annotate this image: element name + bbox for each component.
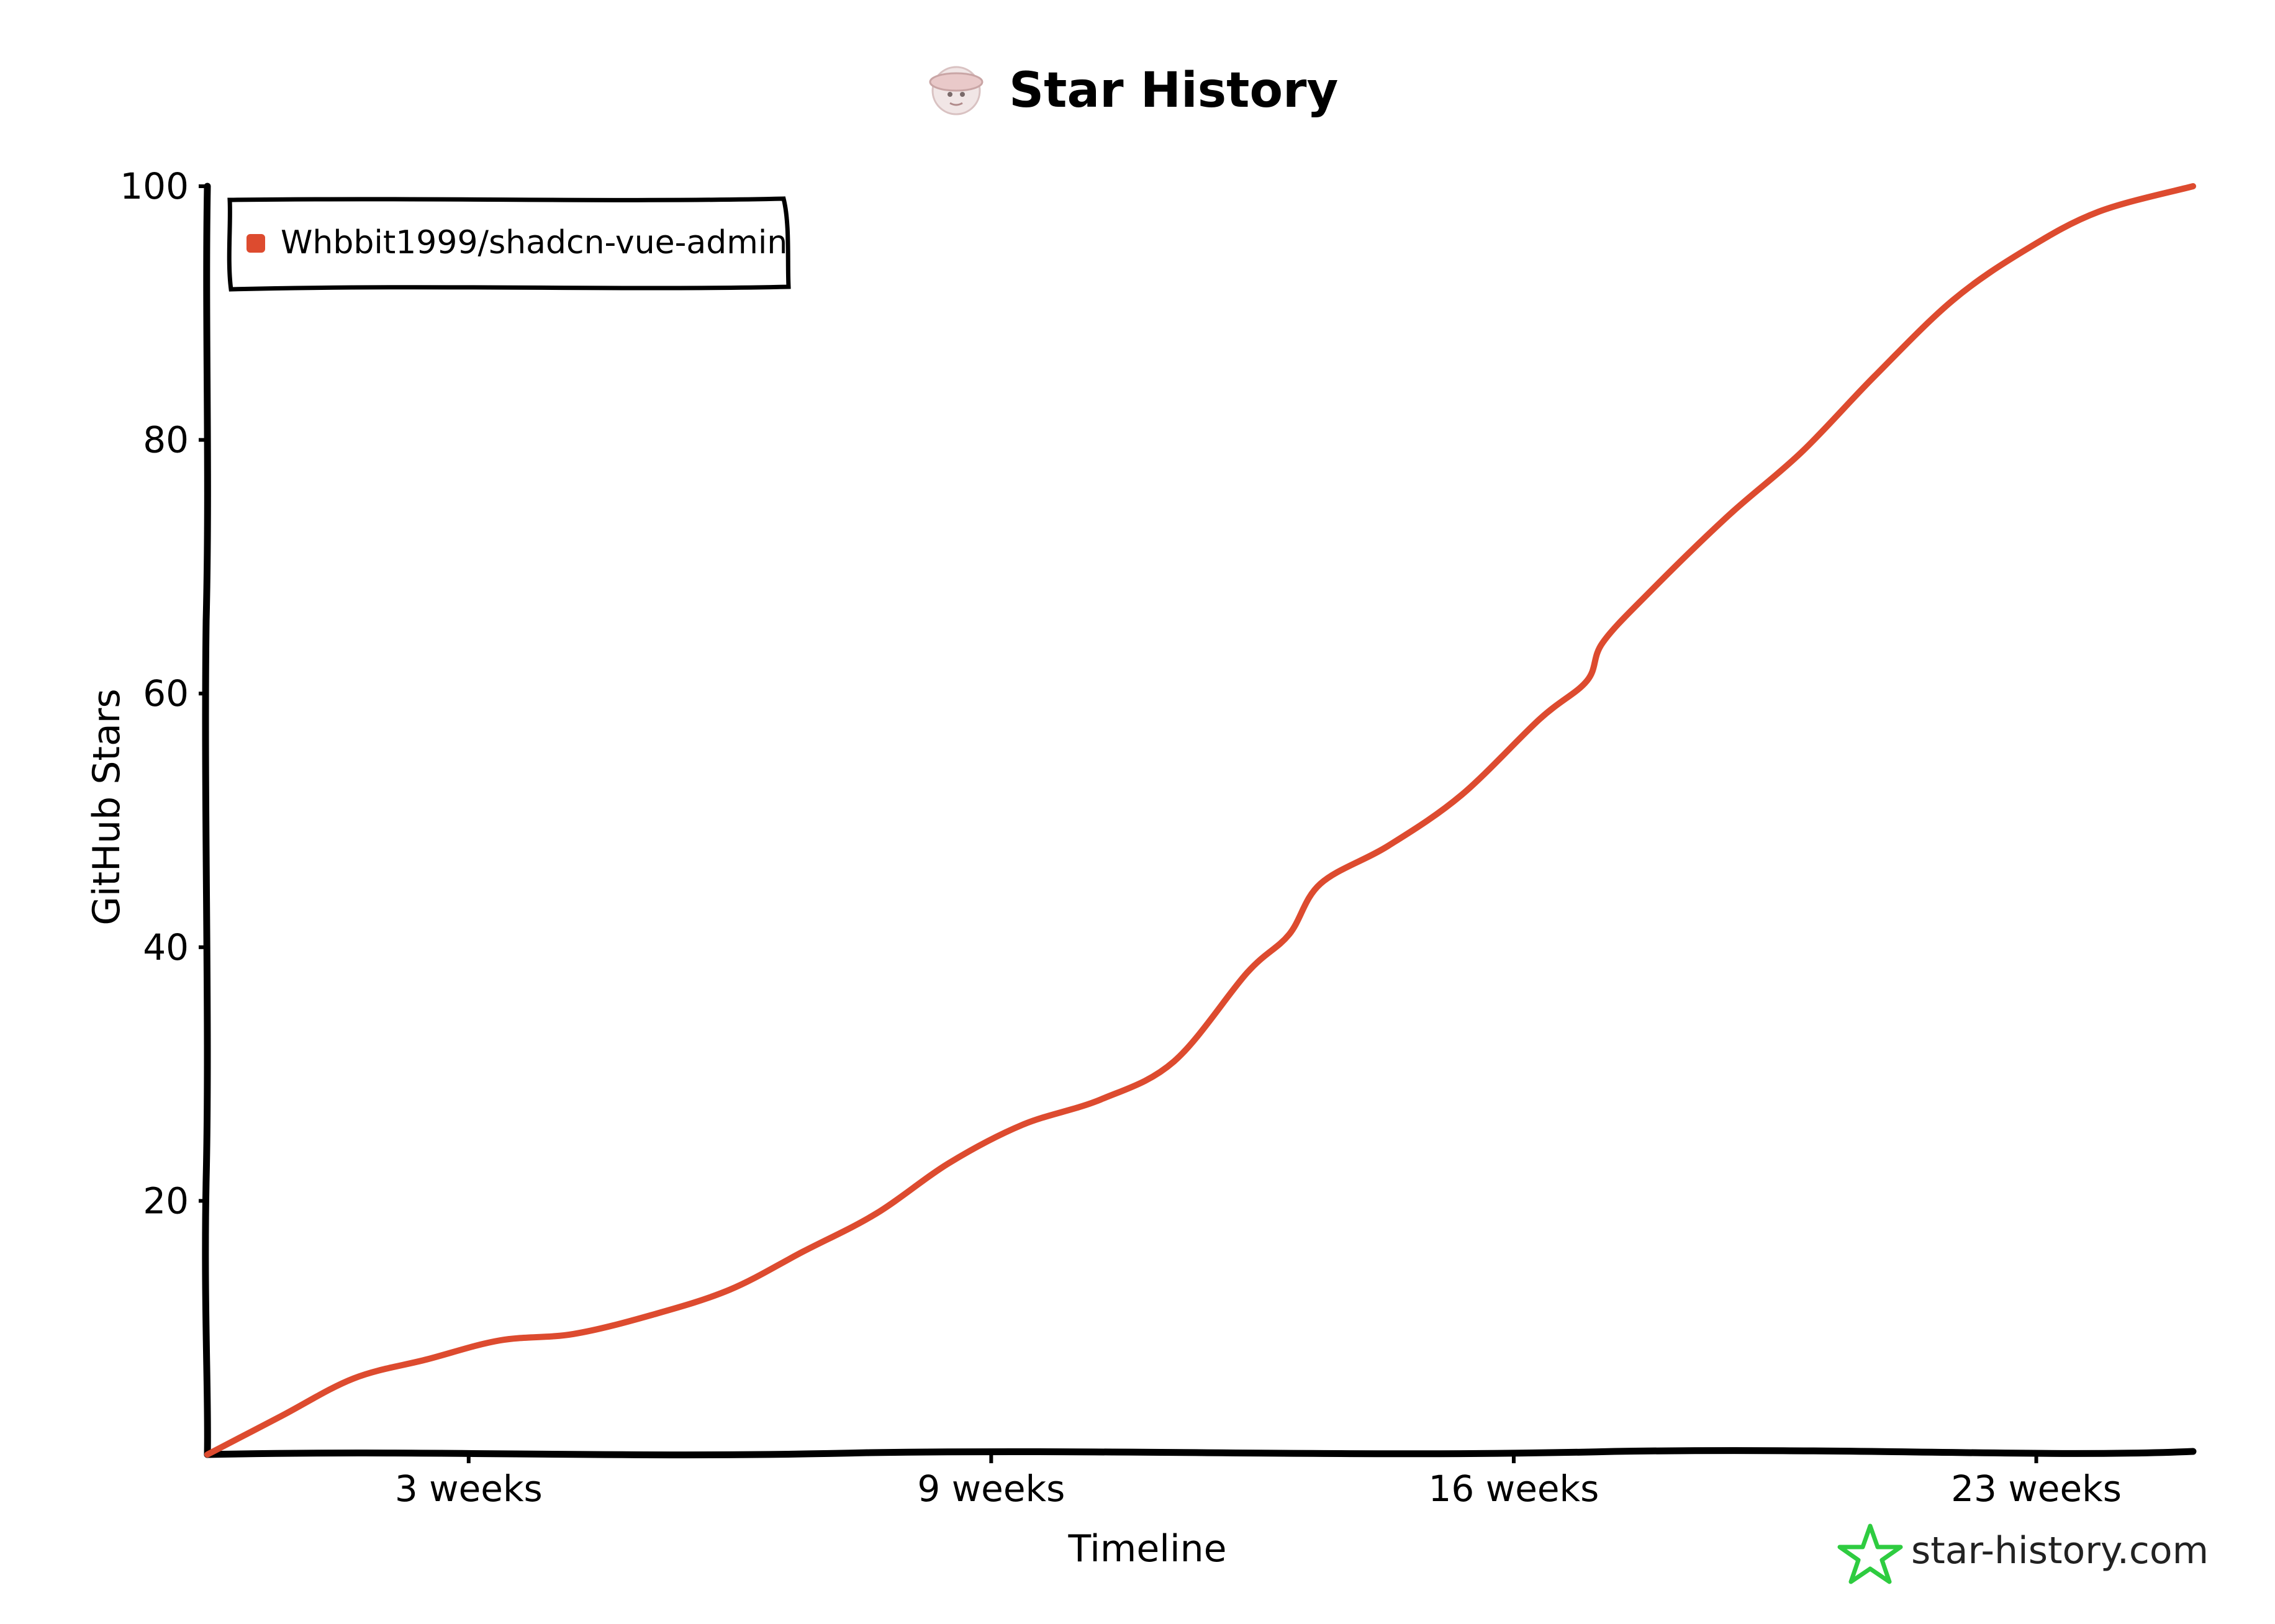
- branding: star-history.com: [1837, 1523, 2209, 1584]
- legend-entry-label: Whbbit1999/shadcn-vue-admin: [281, 224, 787, 261]
- series-point: [1385, 843, 1391, 849]
- series-point: [1287, 932, 1292, 937]
- series-point: [2096, 209, 2102, 214]
- series-line: [204, 183, 2196, 1458]
- y-axis-label: GitHub Stars: [85, 688, 129, 925]
- branding-text: star-history.com: [1911, 1529, 2209, 1572]
- series-point: [2023, 247, 2029, 253]
- series-point: [571, 1331, 576, 1337]
- y-tick-label: 20: [143, 1180, 189, 1222]
- series-point: [1600, 640, 1606, 646]
- series-point: [1798, 450, 1804, 456]
- series-point: [1725, 513, 1730, 519]
- series-point: [649, 1312, 654, 1318]
- x-tick-label: 3 weeks: [395, 1468, 543, 1510]
- series-point: [874, 1211, 879, 1216]
- series-point: [1584, 678, 1590, 683]
- x-axis-label: Timeline: [1067, 1527, 1226, 1571]
- series-point: [1459, 792, 1464, 798]
- x-tick-label: 23 weeks: [1951, 1468, 2122, 1510]
- legend: Whbbit1999/shadcn-vue-admin: [227, 196, 791, 292]
- legend-swatch: [246, 234, 265, 253]
- y-tick-label: 80: [143, 419, 189, 461]
- y-tick-label: 40: [143, 926, 189, 968]
- series-points: [205, 184, 2196, 1457]
- series-point: [1647, 589, 1652, 595]
- x-tick-label: 16 weeks: [1429, 1468, 1599, 1510]
- y-axis-line: [202, 183, 211, 1458]
- x-axis-line: [204, 1447, 2197, 1459]
- chart-title: Star History: [1009, 63, 1338, 119]
- series-point: [497, 1338, 503, 1343]
- series-point: [205, 1452, 210, 1457]
- series-point: [1020, 1122, 1025, 1127]
- star-outline-icon: [1837, 1523, 1903, 1584]
- y-tick-label: 100: [120, 165, 189, 207]
- legend-box: [227, 196, 791, 292]
- series-point: [1098, 1096, 1104, 1102]
- avatar-icon: [929, 66, 984, 115]
- y-tick-label: 60: [143, 672, 189, 715]
- series-point: [727, 1287, 733, 1292]
- x-tick-label: 9 weeks: [917, 1468, 1065, 1510]
- y-axis-ticks: 20 40 60 80 100: [120, 165, 207, 1222]
- series-point: [800, 1249, 806, 1255]
- series-point: [278, 1414, 283, 1419]
- series-point: [1171, 1058, 1177, 1064]
- series-point: [1537, 716, 1543, 722]
- series-point: [2191, 184, 2196, 189]
- series-point: [947, 1160, 952, 1166]
- title-group: Star History: [929, 63, 1338, 119]
- series-point: [351, 1376, 356, 1381]
- series-point: [1950, 297, 1955, 303]
- x-axis-ticks: 3 weeks 9 weeks 16 weeks 23 weeks: [395, 1455, 2122, 1510]
- series-point: [1871, 374, 1877, 379]
- series-point: [1244, 970, 1250, 975]
- series-point: [1318, 881, 1323, 886]
- series-point: [424, 1356, 430, 1362]
